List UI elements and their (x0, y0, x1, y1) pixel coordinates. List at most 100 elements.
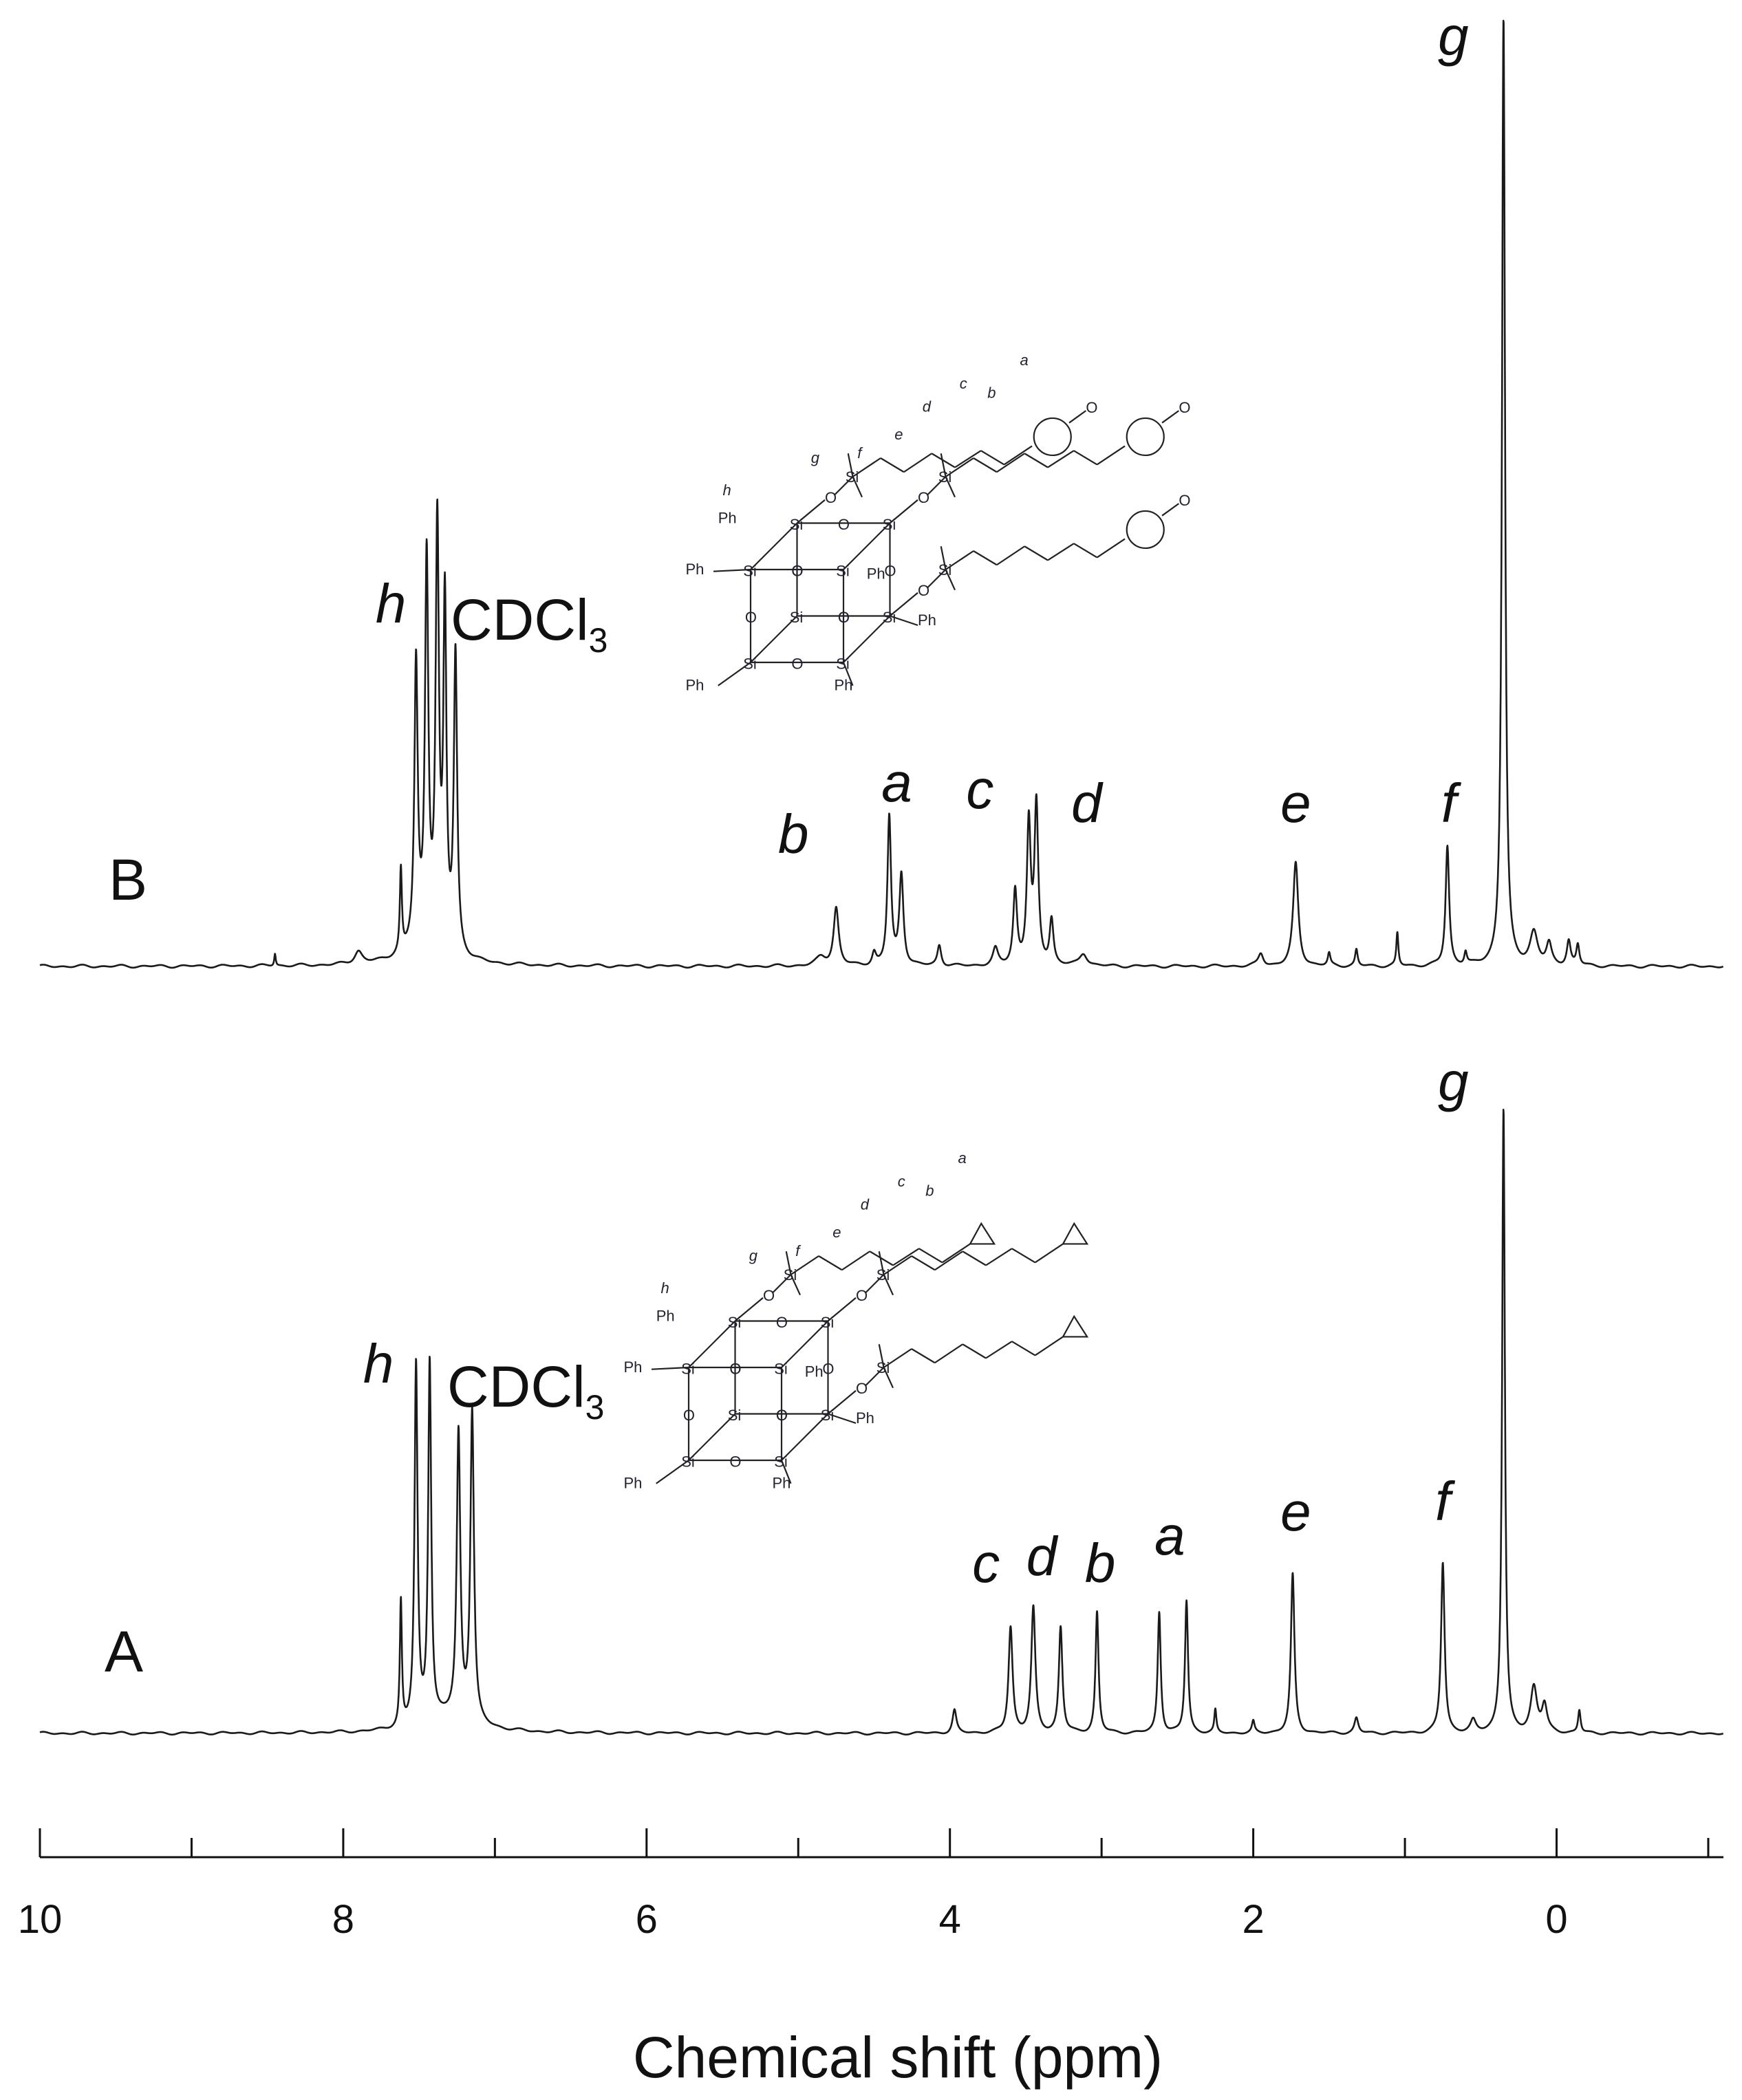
structure-b-si-label-7: Si (790, 609, 804, 626)
solvent-label-b: CDCl3 (451, 587, 607, 660)
structure-b-arm-2-chain-6 (1096, 538, 1126, 559)
structure-b-si-label-4: Si (790, 516, 804, 533)
peak-label-b-c: c (966, 759, 993, 820)
structure-b-arm-0-chain-0 (852, 457, 881, 477)
structure-b-arm-0-chain-1 (880, 457, 905, 473)
structure-b-arm-2-chain-5 (1073, 543, 1098, 559)
structure-a-arm-1-chain-0 (883, 1255, 912, 1275)
structure-a-sub-label-d: d (861, 1196, 870, 1213)
structure-a-arm-2-chain-5 (1011, 1341, 1036, 1356)
structure-b-arm-1-carbonate-ring (1126, 417, 1165, 457)
structure-a-si-label-7: Si (728, 1407, 742, 1424)
structure-b-arm-1-chain-6 (1096, 445, 1126, 466)
structure-a-arm-1-bond-0 (827, 1297, 857, 1322)
structure-b-o-label-4: O (838, 516, 850, 533)
structure-a-sub-label-b: b (925, 1182, 934, 1199)
peak-label-a-d: d (1026, 1526, 1059, 1587)
structure-b-arm-1-me-1 (945, 476, 956, 498)
structure-b-arm-1-chain-0 (945, 457, 974, 477)
structure-a-arm-1-chain-3 (962, 1251, 987, 1266)
structure-b-arm-1-chain-1 (973, 457, 998, 473)
peak-label-b-b: b (778, 803, 809, 865)
structure-a-arm-1-me-1 (883, 1274, 894, 1296)
structure-b-arm-1-chain-5 (1073, 450, 1098, 466)
structure-a-arm-0-chain-6 (941, 1243, 971, 1264)
structure-b-arm-1-me-0 (940, 453, 947, 477)
structure-b-ph-bond-2 (842, 662, 854, 686)
structure-a-sub-label-c: c (898, 1173, 905, 1190)
structure-b-o-label-1: O (838, 609, 850, 626)
structure-a-ph-bond-0 (651, 1366, 689, 1370)
structure-b-arm-2-me-0 (940, 546, 947, 570)
x-tick-label-2: 2 (1242, 1897, 1264, 1942)
structure-a-arm-0-o: O (763, 1287, 775, 1304)
structure-b-sub-label-d: d (923, 398, 932, 415)
structure-a-arm-0-bond-1 (771, 1274, 792, 1294)
structure-a-arm-2-chain-1 (911, 1348, 936, 1364)
structure-b-arm-0-carbonyl-o: O (1086, 399, 1097, 416)
structure-b-si-label-1: Si (836, 562, 850, 579)
structure-b-sub-label-e: e (894, 426, 903, 443)
structure-b-o-label-6: O (838, 609, 850, 626)
structure-a-o-label-1: O (776, 1407, 788, 1424)
peak-label-b-a: a (881, 752, 912, 813)
structure-a-o-label-6: O (776, 1407, 788, 1424)
solvent-label-b-sub: 3 (589, 621, 608, 660)
structure-b-arm-2-chain-0 (945, 550, 974, 570)
x-tick-label-8: 8 (332, 1897, 354, 1942)
structure-a-o-label-7: O (729, 1360, 741, 1377)
structure-b-si-label-2: Si (836, 655, 850, 672)
peak-label-a-b: b (1085, 1533, 1116, 1594)
structure-b-ph-bond-3 (890, 615, 918, 627)
solvent-label-a-main: CDCl (447, 1354, 585, 1419)
x-tick-label-4: 4 (939, 1897, 961, 1942)
structure-a-o-label-5: O (822, 1360, 834, 1377)
structure-a-ph-label-5: Ph (805, 1363, 824, 1381)
structure-a-arm-1-chain-6 (1034, 1243, 1064, 1264)
structure-b-arm-1-chain-2 (996, 453, 1025, 473)
structure-a-arm-0-chain-4 (892, 1248, 920, 1266)
structure-b-arm-0-chain-2 (903, 453, 932, 473)
structure-a-ph-bond-1 (656, 1460, 689, 1484)
structure-a-arm-2-chain-2 (934, 1343, 963, 1364)
structure-b-arm-1-bond-0 (889, 499, 918, 524)
peak-label-b-f: f (1441, 772, 1462, 834)
spectra-layer (39, 19, 1724, 1736)
structure-a-arm-1-chain-5 (1011, 1248, 1036, 1264)
structure-b-arm-1-chain-4 (1047, 450, 1075, 468)
structure-b-arm-0-chain-5 (980, 450, 1005, 466)
structure-a-arm-1-chain-2 (934, 1251, 963, 1271)
structure-b-si-label-0: Si (743, 562, 757, 579)
structure-a-o-label-2: O (729, 1453, 741, 1470)
structure-b-arm-0-carbonate-ring (1033, 417, 1072, 457)
structure-b-arm-2-me-1 (945, 569, 956, 591)
structure-b-sub-label-c: c (960, 375, 967, 392)
structure-b-ph-bond-1 (718, 662, 751, 686)
structure-a-cube-link-3 (688, 1413, 736, 1461)
structure-b-ph-label-1: Ph (686, 677, 705, 694)
structure-b-arm-0-bond-1 (833, 476, 854, 496)
structure-b-arm-2-chain-1 (973, 550, 998, 566)
structure-b-si-label-5: Si (883, 516, 896, 533)
peak-label-b-h: h (376, 573, 407, 634)
structure-a-o-label-4: O (776, 1314, 788, 1331)
peak-label-a-e: e (1280, 1481, 1311, 1542)
structure-a-o-label-3: O (683, 1407, 695, 1424)
structure-b-arm-2-chain-3 (1024, 545, 1049, 561)
structure-b-cube-link-0 (750, 522, 798, 570)
structure-a-arm-1-o: O (856, 1287, 868, 1304)
structure-a-arm-2-epoxide (1062, 1314, 1089, 1338)
structure-a-arm-0-epoxide (969, 1222, 996, 1245)
structure-b-arm-2-carbonyl (1161, 503, 1179, 517)
structure-b-arm-2-chain-4 (1047, 543, 1075, 561)
structure-b-o-label-7: O (791, 562, 803, 579)
structure-a-arm-2-me-0 (878, 1344, 885, 1368)
structure-b-arm-0-bond-0 (796, 499, 826, 524)
structure-a-o-label-0: O (729, 1360, 741, 1377)
structure-a-ph-bond-2 (780, 1460, 792, 1484)
peak-label-a-c: c (972, 1533, 1000, 1594)
structure-a-arm-2-me-1 (883, 1367, 894, 1389)
structure-b-arm-0-chain-6 (1003, 445, 1033, 466)
structure-a-ph-label-0: Ph (624, 1358, 643, 1376)
